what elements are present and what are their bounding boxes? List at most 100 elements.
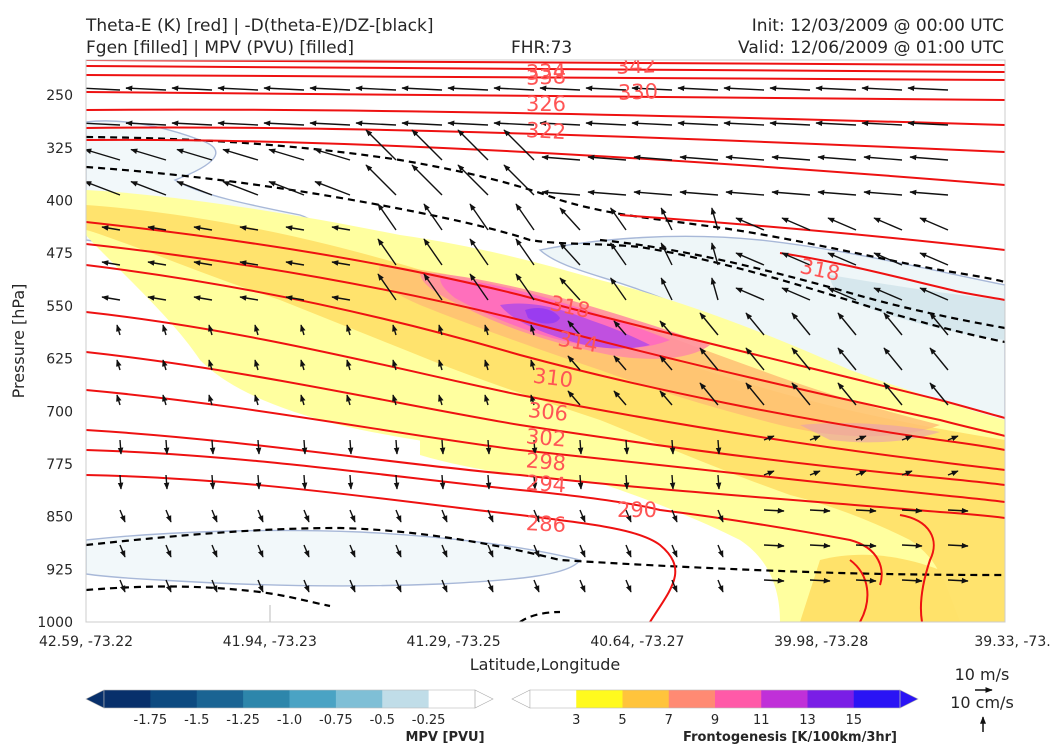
- wind-vector: [208, 394, 214, 406]
- wind-vector: [411, 164, 443, 196]
- wind-vector: [171, 85, 213, 92]
- wind-vector: [559, 242, 581, 266]
- wind-vector: [165, 509, 172, 523]
- wind-vector: [86, 120, 121, 127]
- wind-vector: [699, 312, 719, 336]
- wind-vector: [669, 439, 676, 455]
- wind-vector: [723, 120, 765, 127]
- wind-vector: [625, 579, 632, 593]
- wind-vector: [485, 474, 492, 490]
- theta-e-label: 326: [526, 92, 566, 116]
- wind-vector: [837, 347, 857, 371]
- wind-vector: [263, 120, 305, 127]
- wind-vector: [86, 181, 121, 196]
- wind-vector: [423, 273, 443, 301]
- theta-e-bottom-right: [899, 514, 935, 622]
- theta-e-label: 306: [527, 398, 569, 426]
- wind-vector: [469, 273, 489, 301]
- wind-vector: [484, 359, 490, 371]
- wind-vector: [193, 295, 213, 301]
- wind-vector: [346, 394, 352, 406]
- wind-vector: [539, 120, 581, 127]
- wind-vector: [809, 577, 831, 584]
- theta-e-298: [86, 389, 1005, 503]
- wind-vector: [827, 217, 857, 231]
- wind-vector: [393, 474, 400, 490]
- wind-vector: [147, 295, 167, 301]
- wind-vector: [809, 435, 821, 441]
- wind-vector: [130, 148, 167, 161]
- wind-vector: [438, 324, 444, 336]
- wind-vector: [392, 324, 398, 336]
- colorbar-tick: -1.5: [184, 713, 209, 728]
- wind-vector: [365, 129, 397, 161]
- colorbar-extend-high: [899, 689, 919, 709]
- vector-key: 10 m/s 10 cm/s: [950, 665, 1014, 732]
- wind-vector: [331, 260, 351, 266]
- wind-vector: [585, 120, 627, 127]
- colorbar-swatch: [335, 690, 383, 708]
- wind-vector: [763, 507, 785, 514]
- wind-vector: [771, 154, 811, 161]
- wind-vector: [679, 189, 719, 196]
- x-tick-label: 41.29, -73.25: [407, 634, 501, 650]
- wind-vector: [101, 225, 121, 231]
- wind-vector: [763, 577, 785, 584]
- wind-vector: [349, 544, 356, 558]
- colorbar-swatch: [668, 690, 716, 708]
- wind-vector: [411, 129, 443, 161]
- dashed-contour-6: [519, 610, 561, 622]
- wind-vector: [763, 470, 775, 476]
- wind-vector: [392, 394, 398, 406]
- wind-vector: [193, 225, 213, 231]
- fgen-15-band: [525, 307, 560, 324]
- colorbar-swatch: [150, 690, 198, 708]
- wind-vector: [791, 312, 811, 336]
- theta-e-label: 330: [618, 79, 659, 104]
- y-tick-label: 250: [46, 88, 73, 104]
- wind-vector: [901, 577, 923, 584]
- dthetae-dz-contours: [86, 135, 1005, 622]
- plot-frame: [85, 59, 1006, 623]
- wind-vector: [255, 439, 262, 455]
- y-axis-ticks: 250 325 400 475 550 625 700 775 850 925 1000: [37, 88, 73, 631]
- wind-vector: [817, 189, 857, 196]
- wind-vector: [401, 85, 443, 92]
- colorbar-outline: [529, 689, 901, 709]
- wind-vector: [909, 189, 949, 196]
- wind-vector: [909, 154, 949, 161]
- theta-e-label: 286: [525, 511, 566, 537]
- dashed-contour-3: [599, 238, 1005, 330]
- wind-vector: [255, 474, 262, 490]
- colorbar-tick: -0.75: [319, 713, 353, 728]
- wind-vector: [809, 507, 831, 514]
- wind-vector: [539, 85, 581, 92]
- wind-vector: [314, 148, 351, 161]
- wind-vector: [919, 287, 949, 301]
- wind-vector: [699, 347, 719, 371]
- wind-vector: [86, 148, 121, 161]
- vector-key-vertical-label: 10 cm/s: [950, 693, 1014, 712]
- theta-e-294: [86, 429, 1005, 519]
- wind-vector: [710, 277, 719, 301]
- mpv-region-lower-left: [86, 529, 582, 587]
- wind-vector: [769, 85, 811, 92]
- y-tick-label: 325: [46, 141, 73, 157]
- wind-vector: [457, 129, 489, 161]
- dashed-contour-4: [86, 526, 1005, 577]
- wind-vector: [209, 474, 216, 490]
- wind-vector: [710, 242, 719, 266]
- wind-vector: [633, 154, 673, 161]
- wind-vector: [162, 324, 168, 336]
- wind-vector: [117, 439, 124, 455]
- wind-vector: [791, 382, 811, 406]
- wind-vector: [301, 474, 308, 490]
- wind-vector: [530, 359, 536, 371]
- wind-vector: [303, 509, 310, 523]
- colorbar-tick: 9: [711, 713, 719, 728]
- wind-vector: [815, 120, 857, 127]
- theta-e-label: 338: [526, 64, 567, 89]
- wind-vector: [671, 509, 678, 523]
- wind-vector: [585, 85, 627, 92]
